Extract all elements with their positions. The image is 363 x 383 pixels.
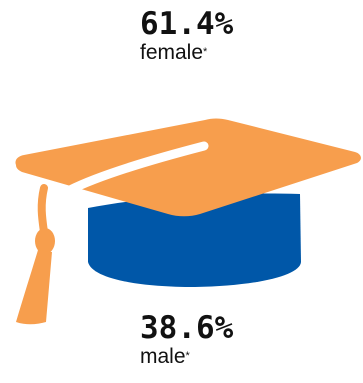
tassel-string [37, 184, 48, 236]
cap-band [88, 193, 301, 287]
tassel-knot [35, 228, 55, 254]
tassel-cord [41, 141, 209, 235]
female-label: female* [140, 42, 300, 64]
male-label-text: male [140, 345, 186, 368]
male-percent: 38.6% [140, 310, 234, 346]
female-percent: 61.4% [140, 6, 234, 42]
male-stat: 38.6% male* [140, 310, 300, 368]
male-label: male* [140, 346, 300, 368]
male-footnote-mark: * [185, 350, 190, 362]
female-label-text: female [140, 41, 204, 64]
female-stat: 61.4% female* [140, 6, 300, 64]
tassel-fringe [16, 250, 52, 325]
cap-top [15, 118, 361, 217]
female-footnote-mark: * [203, 46, 208, 58]
